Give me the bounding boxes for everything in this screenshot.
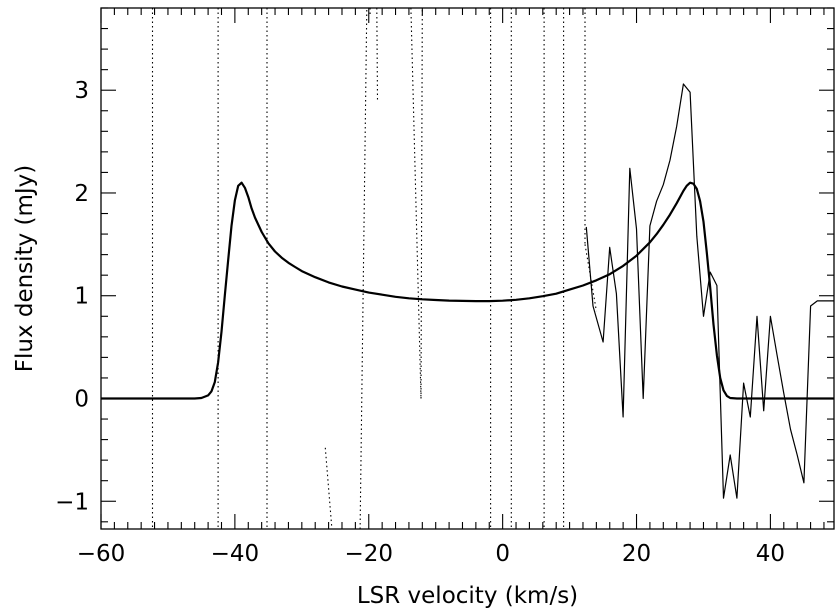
x-axis-label: LSR velocity (km/s) (357, 583, 578, 609)
x-tick-label: 0 (495, 541, 510, 567)
plot-frame (100, 7, 835, 530)
y-tick-label: 1 (74, 284, 89, 310)
dotted-spectrum-line (410, 7, 422, 399)
dotted-spectrum-line (376, 7, 379, 101)
model-profile-line (101, 181, 834, 400)
observed-spectrum-line (585, 83, 834, 499)
x-tick-label: 40 (756, 541, 785, 567)
dotted-spectrum-line (420, 7, 423, 399)
x-tick-label: −60 (77, 541, 126, 567)
y-tick-label: 2 (74, 181, 89, 207)
y-axis-label: Flux density (mJy) (12, 165, 38, 373)
y-tick-label: 0 (74, 386, 89, 412)
dotted-spectrum-line (324, 447, 333, 530)
x-tick-label: −40 (211, 541, 260, 567)
y-tick-label: 3 (74, 78, 89, 104)
y-tick-label: −1 (55, 489, 89, 515)
series-lines (101, 7, 834, 530)
dotted-spectrum-line (359, 7, 368, 530)
x-tick-label: 20 (622, 541, 651, 567)
tick-labels: −60 −40 −20 0 20 40 −1 0 1 2 3 (55, 78, 785, 567)
x-tick-label: −20 (344, 541, 393, 567)
tick-marks (100, 7, 834, 529)
